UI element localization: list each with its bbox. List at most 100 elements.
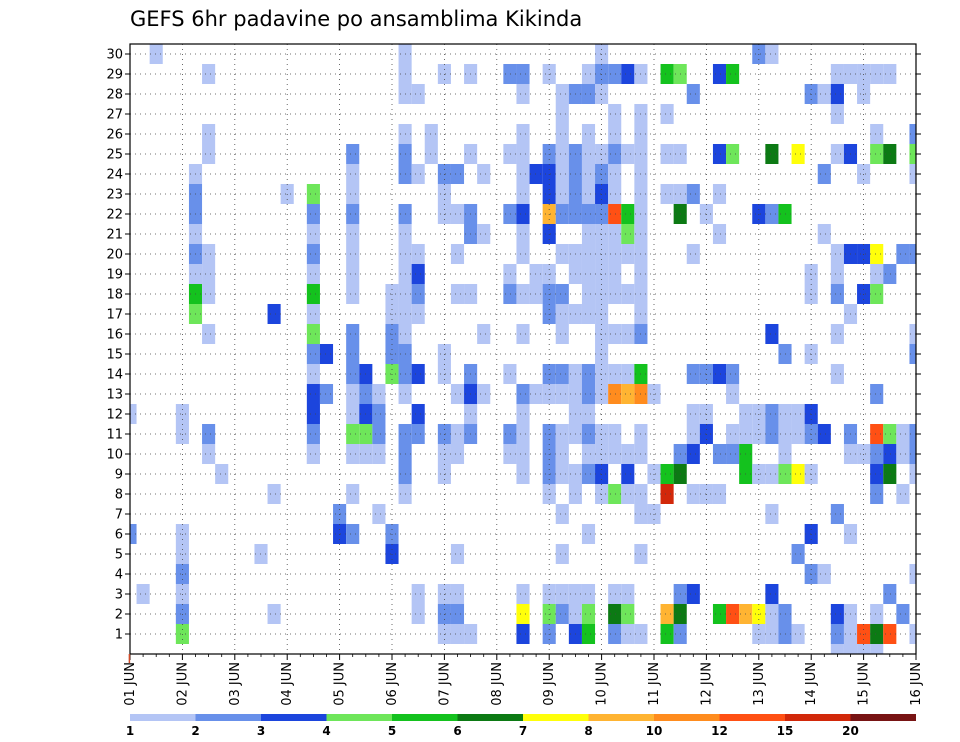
x-tick-label: 05 JUN bbox=[333, 662, 348, 706]
heatmap-cell bbox=[581, 244, 596, 264]
y-tick-label: 2 bbox=[115, 608, 123, 623]
heatmap-cell bbox=[621, 324, 635, 344]
heatmap-cell bbox=[726, 364, 740, 384]
heatmap-cell bbox=[830, 84, 844, 104]
heatmap-cell bbox=[883, 144, 897, 164]
heatmap-cell bbox=[608, 204, 622, 224]
heatmap-cell bbox=[621, 604, 635, 624]
heatmap-cell bbox=[817, 84, 831, 104]
heatmap-cell bbox=[529, 384, 543, 404]
heatmap-cell bbox=[516, 624, 530, 644]
heatmap-cell bbox=[555, 244, 569, 264]
heatmap-cell bbox=[529, 264, 543, 284]
x-tick-label: 11 JUN bbox=[647, 662, 662, 706]
heatmap-cell bbox=[202, 64, 216, 84]
heatmap-cell bbox=[581, 184, 596, 204]
heatmap-cell bbox=[346, 264, 360, 284]
heatmap-cell bbox=[202, 284, 216, 304]
heatmap-cell bbox=[306, 344, 320, 364]
heatmap-cell bbox=[870, 604, 884, 624]
heatmap-cell bbox=[830, 644, 844, 654]
heatmap-cell bbox=[267, 484, 281, 504]
heatmap-cell bbox=[477, 164, 491, 184]
heatmap-cell bbox=[372, 504, 386, 524]
heatmap-cell bbox=[660, 184, 674, 204]
heatmap-cell bbox=[516, 164, 530, 184]
heatmap-cell bbox=[621, 204, 635, 224]
heatmap-cell bbox=[660, 104, 674, 124]
heatmap-cell bbox=[581, 84, 596, 104]
heatmap-cell bbox=[909, 324, 916, 344]
heatmap-cell bbox=[529, 284, 543, 304]
heatmap-cell bbox=[765, 144, 779, 164]
y-tick-label: 11 bbox=[106, 428, 123, 443]
heatmap-cell bbox=[660, 484, 674, 504]
y-tick-label: 27 bbox=[106, 108, 123, 123]
heatmap-cell bbox=[883, 424, 897, 444]
heatmap-cell bbox=[411, 164, 425, 184]
heatmap-cell bbox=[726, 444, 740, 464]
heatmap-cell bbox=[516, 244, 530, 264]
heatmap-cell bbox=[306, 304, 320, 324]
heatmap-cell bbox=[555, 124, 569, 144]
heatmap-cell bbox=[608, 104, 622, 124]
x-tick-label: 02 JUN bbox=[175, 662, 190, 706]
heatmap-cell bbox=[765, 324, 779, 344]
heatmap-cell bbox=[621, 444, 635, 464]
heatmap-cell bbox=[411, 584, 425, 604]
heatmap-cell bbox=[202, 444, 216, 464]
heatmap-cell bbox=[319, 344, 334, 364]
heatmap-cell bbox=[555, 364, 569, 384]
heatmap-cell bbox=[686, 444, 700, 464]
heatmap-cell bbox=[883, 624, 897, 644]
heatmap-cell bbox=[516, 184, 530, 204]
heatmap-cell bbox=[516, 444, 530, 464]
heatmap-cell bbox=[411, 284, 425, 304]
heatmap-cell bbox=[555, 284, 569, 304]
heatmap-cell bbox=[870, 244, 884, 264]
heatmap-cell bbox=[424, 124, 438, 144]
heatmap-cell bbox=[372, 404, 386, 424]
heatmap-cell bbox=[870, 624, 884, 644]
heatmap-cell bbox=[555, 104, 569, 124]
heatmap-cell bbox=[555, 544, 569, 564]
y-tick-label: 29 bbox=[106, 68, 123, 83]
y-tick-label: 21 bbox=[106, 228, 123, 243]
y-tick-label: 26 bbox=[106, 128, 123, 143]
heatmap-cell bbox=[202, 144, 216, 164]
heatmap-cell bbox=[686, 364, 700, 384]
y-tick-label: 16 bbox=[106, 328, 123, 343]
heatmap-cell bbox=[516, 584, 530, 604]
heatmap-cell bbox=[516, 224, 530, 244]
heatmap-cell bbox=[503, 264, 517, 284]
heatmap-cell bbox=[581, 604, 596, 624]
heatmap-cell bbox=[346, 484, 360, 504]
heatmap-cell bbox=[581, 364, 596, 384]
heatmap-cell bbox=[581, 224, 596, 244]
heatmap-cell bbox=[130, 524, 137, 544]
colorbar-label: 2 bbox=[191, 724, 199, 738]
heatmap-cell bbox=[621, 624, 635, 644]
heatmap-cell bbox=[516, 324, 530, 344]
heatmap-cell bbox=[215, 464, 229, 484]
heatmap-cell bbox=[477, 324, 491, 344]
heatmap-cell bbox=[843, 644, 858, 654]
colorbar-label: 12 bbox=[711, 724, 728, 738]
heatmap-cell bbox=[411, 364, 425, 384]
heatmap-cell bbox=[765, 604, 779, 624]
heatmap-cell bbox=[555, 184, 569, 204]
heatmap-cell bbox=[870, 484, 884, 504]
y-tick-label: 15 bbox=[106, 348, 123, 363]
heatmap-cell bbox=[686, 244, 700, 264]
heatmap-cell bbox=[830, 604, 844, 624]
heatmap-cell bbox=[450, 604, 465, 624]
heatmap-cell bbox=[555, 144, 569, 164]
heatmap-cell bbox=[712, 224, 727, 244]
colorbar-swatch bbox=[195, 714, 261, 721]
heatmap-cell bbox=[319, 384, 334, 404]
heatmap-cell bbox=[608, 64, 622, 84]
heatmap-cell bbox=[450, 584, 465, 604]
heatmap-cell bbox=[608, 284, 622, 304]
heatmap-cell bbox=[503, 444, 517, 464]
